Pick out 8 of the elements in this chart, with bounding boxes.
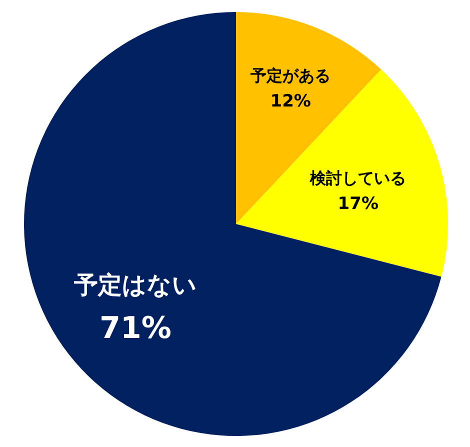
pie-slice	[236, 69, 448, 277]
slice-label: 予定がある	[250, 66, 331, 85]
slice-label: 予定はない	[72, 270, 197, 299]
data-label: 12%	[270, 91, 311, 112]
slice-label: 検討している	[309, 168, 406, 188]
pie-slice	[24, 12, 442, 436]
data-label: 71%	[100, 310, 172, 346]
data-label: 17%	[338, 194, 378, 214]
